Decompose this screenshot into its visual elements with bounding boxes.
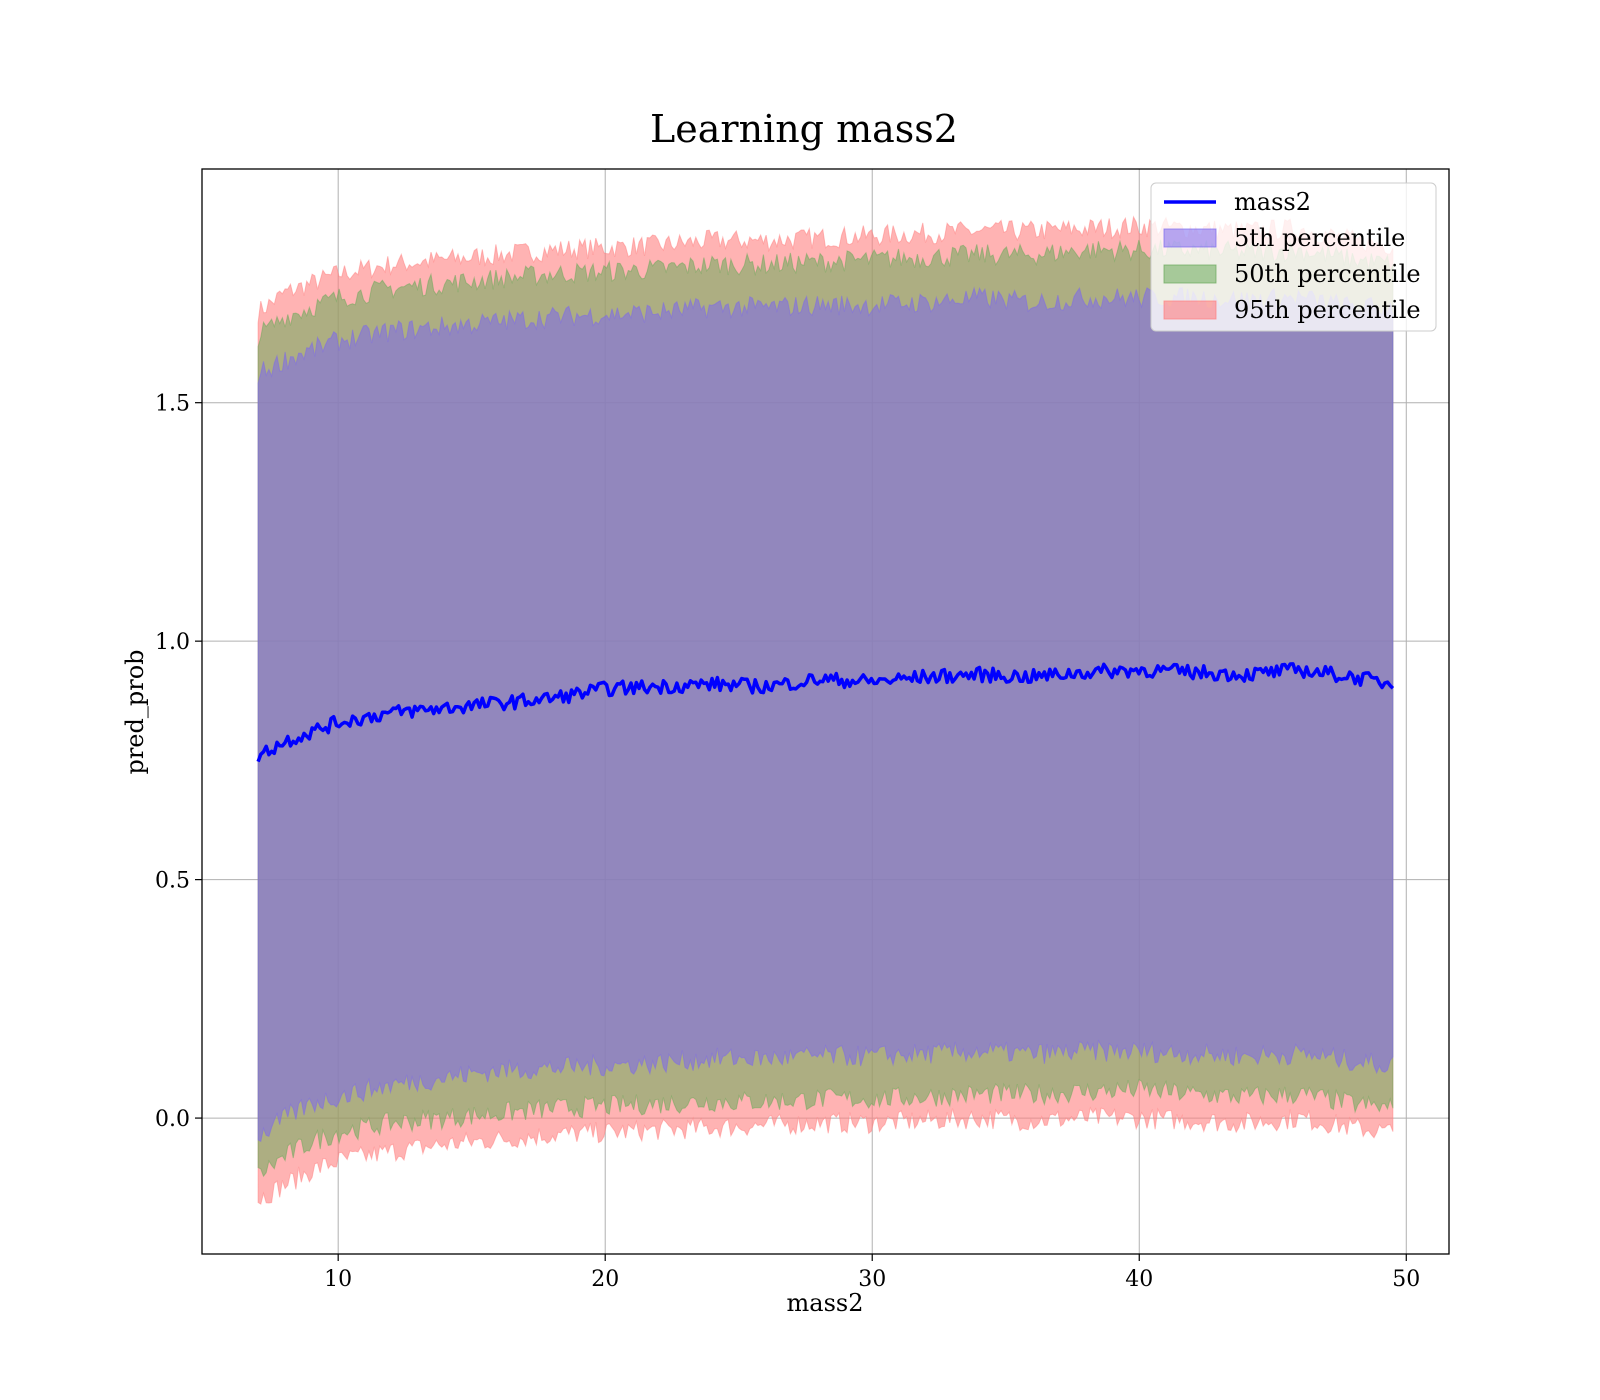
percentile-bands bbox=[257, 215, 1394, 1205]
y-tick-label: 1.0 bbox=[155, 630, 190, 655]
x-tick-label: 20 bbox=[591, 1267, 619, 1292]
y-axis-ticks: 0.0 0.5 1.0 1.5 bbox=[155, 392, 202, 1132]
legend-swatch-50th-percentile bbox=[1163, 264, 1217, 284]
series-line-layer bbox=[256, 662, 1395, 763]
band-5th-percentile bbox=[257, 286, 1394, 1143]
legend-label: mass2 bbox=[1234, 188, 1311, 216]
y-tick-label: 0.0 bbox=[155, 1107, 190, 1132]
legend-swatch-95th-percentile bbox=[1163, 300, 1217, 320]
legend-swatch-5th-percentile bbox=[1163, 228, 1217, 248]
x-tick-label: 50 bbox=[1392, 1267, 1420, 1292]
legend-label: 5th percentile bbox=[1234, 224, 1405, 252]
axes-frame bbox=[201, 168, 1450, 1255]
x-axis-ticks: 10 20 30 40 50 bbox=[324, 1254, 1420, 1292]
legend-label: 95th percentile bbox=[1234, 296, 1421, 324]
y-tick-label: 1.5 bbox=[155, 392, 190, 417]
chart-title: Learning mass2 bbox=[650, 107, 958, 151]
x-tick-label: 40 bbox=[1125, 1267, 1153, 1292]
legend-box bbox=[1150, 182, 1437, 332]
legend: mass2 5th percentile 50th percentile 95th p… bbox=[1150, 182, 1437, 332]
y-tick-label: 0.5 bbox=[155, 869, 190, 894]
y-axis-label: pred_prob bbox=[121, 649, 149, 774]
x-tick-label: 10 bbox=[324, 1267, 352, 1292]
x-tick-label: 30 bbox=[858, 1267, 886, 1292]
series-line-mass2 bbox=[256, 662, 1395, 763]
x-axis-label: mass2 bbox=[787, 1289, 864, 1317]
plot-area bbox=[202, 169, 1449, 1254]
legend-label: 50th percentile bbox=[1234, 260, 1421, 288]
